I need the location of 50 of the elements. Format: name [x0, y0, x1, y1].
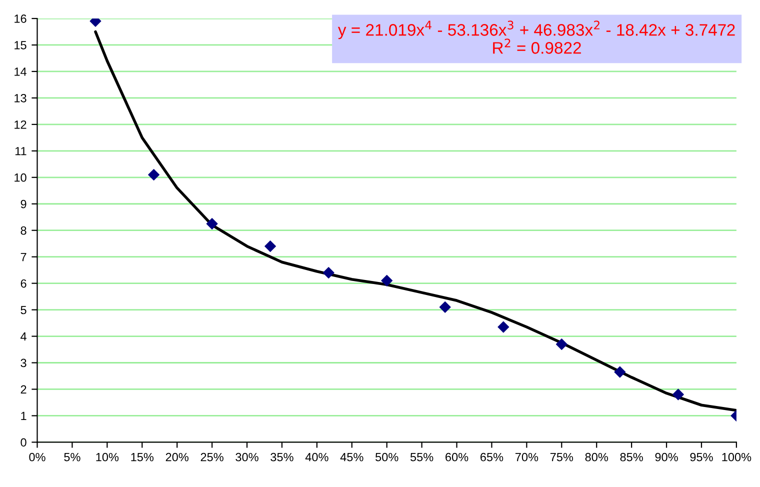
x-tick-label: 95% [690, 452, 713, 462]
x-tick-label: 45% [340, 452, 364, 462]
y-tick-label: 0 [20, 438, 26, 447]
y-tick-label: 13 [14, 94, 26, 102]
x-tick-label: 80% [585, 452, 608, 462]
point [439, 301, 451, 313]
x-tick-label: 85% [620, 452, 643, 462]
annotation: y = 21.019x$^{4}$ - 53.136x$^{3}$ + 46.983x$^{2}$ - 18.42x + 3.7472 [338, 20, 735, 40]
x-tick-label: 55% [410, 452, 434, 462]
point [322, 266, 334, 278]
x-tick-label: 15% [131, 452, 154, 462]
x-tick-label: 65% [480, 452, 504, 462]
x-tick-label: 75% [550, 452, 574, 462]
point [264, 240, 276, 252]
y-tick-label: 11 [15, 147, 26, 156]
x-tick-label: 20% [166, 452, 188, 462]
x-tick-label: 0% [29, 452, 46, 462]
point [381, 274, 393, 286]
y-tick-label: 1 [21, 412, 26, 420]
x-tick-label: 100% [722, 452, 752, 462]
y-tick-label: 6 [20, 279, 26, 288]
x-tick-label: 90% [655, 452, 678, 462]
x-tick-label: 5% [64, 452, 80, 462]
point [206, 218, 218, 230]
x-tick-label: 25% [200, 452, 224, 462]
x-tick-label: 10% [96, 452, 119, 462]
x-tick-label: 60% [446, 452, 468, 462]
y-tick-label: 16 [14, 14, 26, 23]
point [614, 366, 626, 378]
x-tick-label: 50% [376, 452, 398, 462]
point [498, 321, 510, 333]
x-tick-label: 70% [515, 452, 538, 462]
y-tick-label: 3 [20, 358, 26, 368]
y-tick-label: 9 [20, 200, 26, 208]
annotation: R$^{2}$ = 0.9822 [493, 38, 581, 54]
point [556, 338, 568, 350]
y-tick-label: 7 [20, 252, 26, 262]
y-tick-label: 5 [20, 306, 26, 314]
y-tick-label: 2 [20, 385, 26, 394]
point [672, 388, 684, 400]
y-tick-label: 12 [14, 120, 26, 129]
y-tick-label: 10 [14, 173, 26, 182]
x-tick-label: 35% [270, 452, 294, 462]
x-tick-label: 40% [305, 452, 328, 462]
y-tick-label: 15 [14, 41, 26, 50]
y-tick-label: 8 [20, 226, 26, 235]
y-tick-label: 14 [14, 68, 26, 76]
x-tick-label: 30% [236, 452, 258, 462]
point [148, 169, 160, 180]
y-tick-label: 4 [20, 332, 26, 341]
